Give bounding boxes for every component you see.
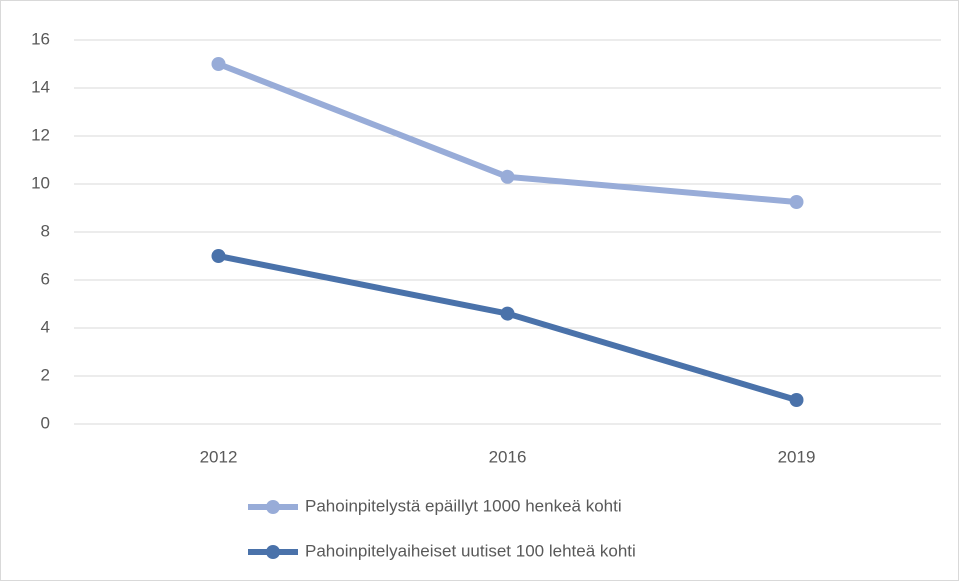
data-point <box>211 57 226 71</box>
y-tick-label: 4 <box>41 317 50 336</box>
legend-label: Pahoinpitelystä epäillyt 1000 henkeä koh… <box>305 496 622 515</box>
legend-marker <box>266 500 280 514</box>
x-tick-label: 2019 <box>778 447 816 466</box>
data-point <box>500 169 515 184</box>
legend-marker <box>266 545 280 559</box>
y-tick-label: 14 <box>31 77 50 96</box>
data-point <box>211 249 226 263</box>
data-point <box>789 393 804 407</box>
y-tick-label: 8 <box>41 221 50 240</box>
x-tick-label: 2016 <box>489 447 527 466</box>
data-point <box>500 306 515 321</box>
y-tick-label: 0 <box>41 413 50 432</box>
x-tick-label: 2012 <box>200 447 238 466</box>
y-tick-label: 16 <box>31 29 50 48</box>
data-point <box>789 195 804 209</box>
y-tick-label: 6 <box>41 269 50 288</box>
y-tick-label: 2 <box>41 365 50 384</box>
y-tick-label: 12 <box>31 125 50 144</box>
legend-label: Pahoinpitelyaiheiset uutiset 100 lehteä … <box>305 541 636 560</box>
y-tick-label: 10 <box>31 173 50 192</box>
